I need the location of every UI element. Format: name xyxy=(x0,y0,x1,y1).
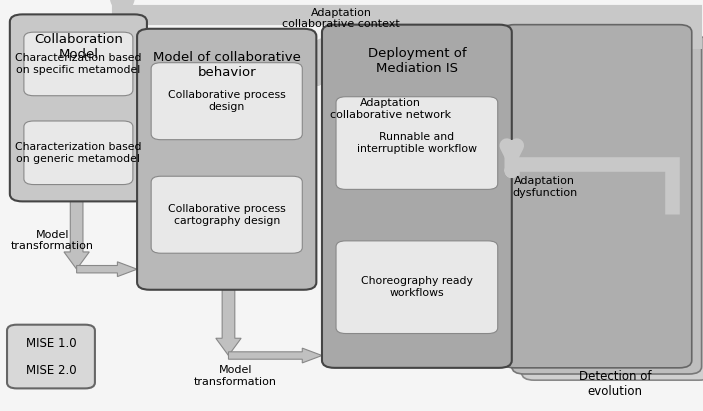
Text: MISE 1.0: MISE 1.0 xyxy=(25,337,77,350)
Text: Collaborative process
design: Collaborative process design xyxy=(168,90,285,112)
FancyBboxPatch shape xyxy=(512,31,702,374)
FancyBboxPatch shape xyxy=(336,241,498,334)
FancyBboxPatch shape xyxy=(24,32,133,96)
Text: Deployment of
Mediation IS: Deployment of Mediation IS xyxy=(368,47,466,75)
Text: Adaptation
collaborative context: Adaptation collaborative context xyxy=(282,8,400,29)
FancyBboxPatch shape xyxy=(322,25,512,368)
FancyBboxPatch shape xyxy=(151,63,302,140)
Text: Choreography ready
workflows: Choreography ready workflows xyxy=(361,276,473,298)
Polygon shape xyxy=(64,201,89,269)
Text: Model of collaborative
behavior: Model of collaborative behavior xyxy=(153,51,301,79)
FancyBboxPatch shape xyxy=(10,14,147,201)
Text: Collaborative process
cartography design: Collaborative process cartography design xyxy=(168,204,285,226)
FancyBboxPatch shape xyxy=(7,325,95,388)
Polygon shape xyxy=(77,262,137,277)
FancyBboxPatch shape xyxy=(522,37,703,380)
Text: Model
transformation: Model transformation xyxy=(194,365,277,387)
FancyBboxPatch shape xyxy=(151,176,302,253)
Polygon shape xyxy=(228,348,322,363)
Text: MISE 2.0: MISE 2.0 xyxy=(25,364,77,377)
FancyBboxPatch shape xyxy=(336,97,498,189)
Text: Collaboration
Model: Collaboration Model xyxy=(34,33,123,61)
Text: Characterization based
on specific metamodel: Characterization based on specific metam… xyxy=(15,53,141,75)
Text: Detection of
evolution: Detection of evolution xyxy=(579,370,652,398)
FancyBboxPatch shape xyxy=(502,25,692,368)
Text: Model
transformation: Model transformation xyxy=(11,230,94,251)
Text: Adaptation
dysfunction: Adaptation dysfunction xyxy=(512,176,577,198)
Text: Characterization based
on generic metamodel: Characterization based on generic metamo… xyxy=(15,142,141,164)
Text: Runnable and
interruptible workflow: Runnable and interruptible workflow xyxy=(357,132,477,154)
FancyBboxPatch shape xyxy=(24,121,133,185)
FancyBboxPatch shape xyxy=(137,29,316,290)
Polygon shape xyxy=(216,290,241,356)
Text: Adaptation
collaborative network: Adaptation collaborative network xyxy=(330,98,451,120)
